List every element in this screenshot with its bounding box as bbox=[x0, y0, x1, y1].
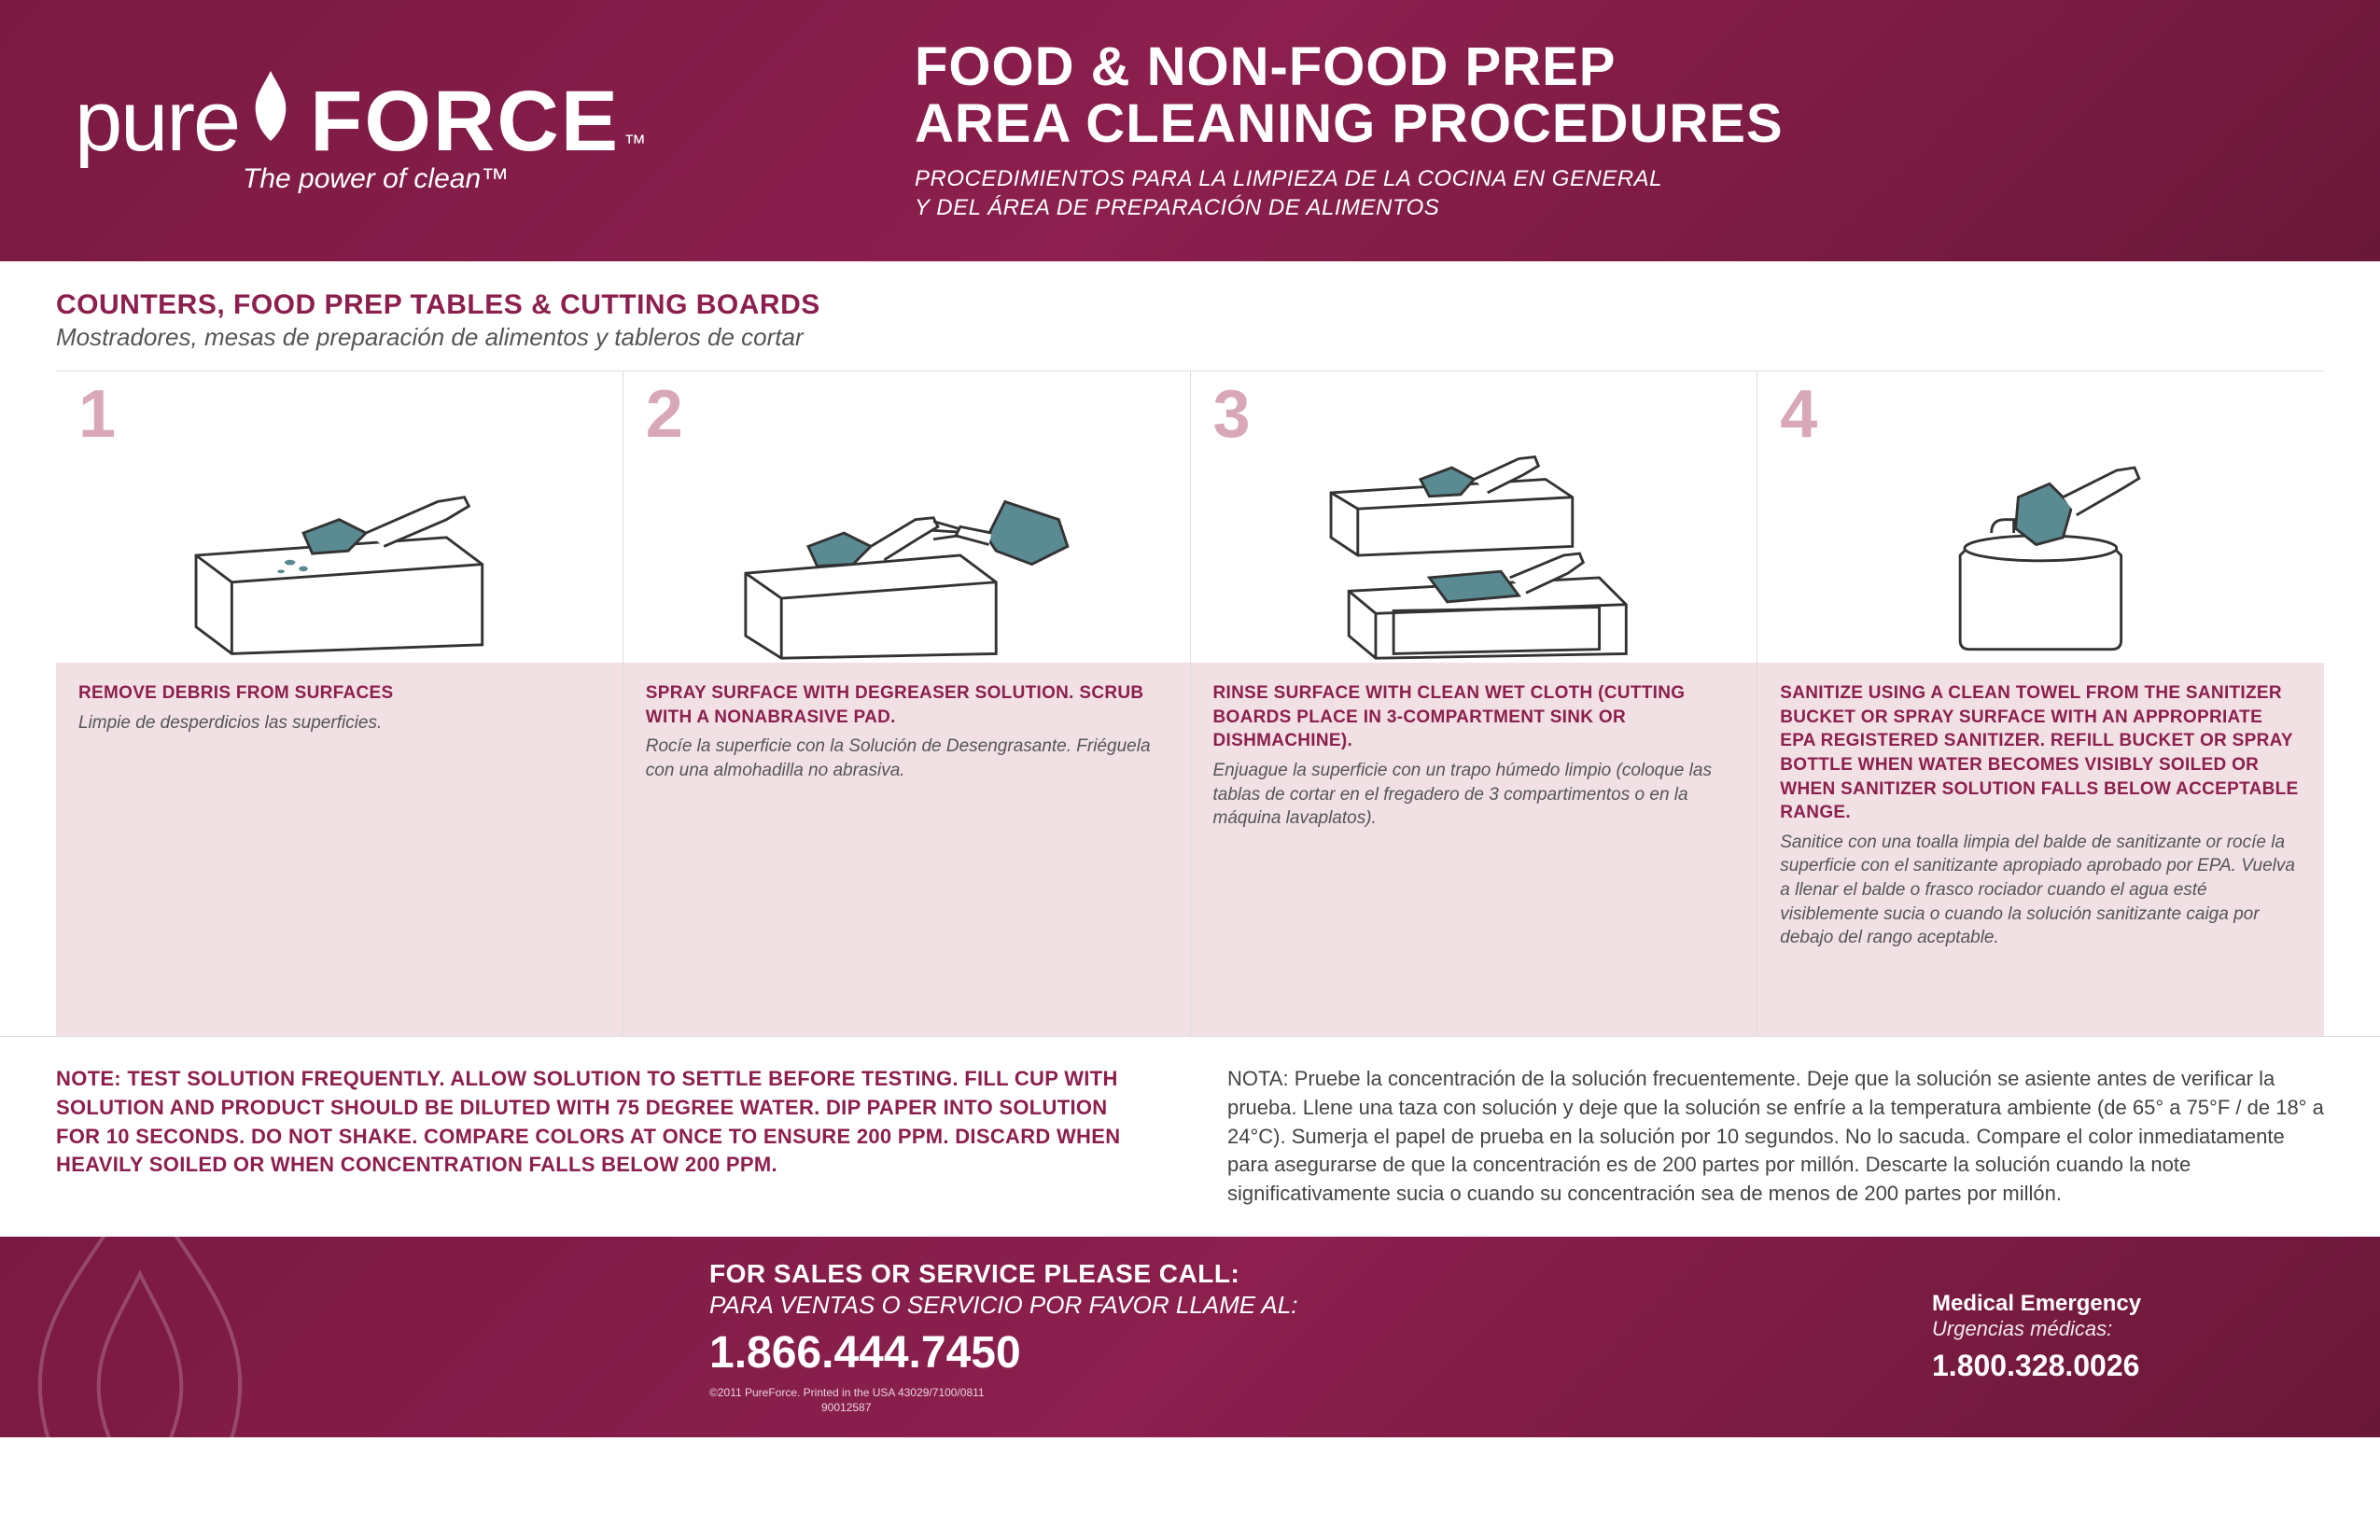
step-4: 4 SANITIZE USING A CLEAN TOWEL FROM THE … bbox=[1757, 371, 2324, 1036]
note-text-en: NOTE: TEST SOLUTION FREQUENTLY. ALLOW SO… bbox=[56, 1065, 1153, 1209]
footer-call-en: FOR SALES OR SERVICE PLEASE CALL: bbox=[709, 1259, 1932, 1289]
footer-call-es: PARA VENTAS O SERVICIO POR FAVOR LLAME A… bbox=[709, 1291, 1932, 1320]
step-4-illustration bbox=[1757, 448, 2324, 663]
header-banner: pure FORCE ™ The power of clean™ FOOD & … bbox=[0, 0, 2380, 261]
medical-emergency-phone: 1.800.328.0026 bbox=[1932, 1349, 2305, 1383]
step-3: 3 bbox=[1191, 371, 1758, 1036]
step-2-text-es: Rocíe la superficie con la Solución de D… bbox=[646, 735, 1168, 782]
logo-text-pure: pure bbox=[75, 73, 239, 171]
step-1-text: REMOVE DEBRIS FROM SURFACES Limpie de de… bbox=[56, 663, 623, 1036]
step-1-text-en: REMOVE DEBRIS FROM SURFACES bbox=[78, 681, 600, 706]
step-2-number: 2 bbox=[623, 371, 1190, 448]
main-subtitle-line2: Y DEL ÁREA DE PREPARACIÓN DE ALIMENTOS bbox=[915, 193, 2305, 222]
trademark-symbol: ™ bbox=[623, 131, 646, 157]
step-2-text: SPRAY SURFACE WITH DEGREASER SOLUTION. S… bbox=[623, 663, 1190, 1036]
logo-block: pure FORCE ™ The power of clean™ bbox=[75, 66, 915, 195]
step-1-text-es: Limpie de desperdicios las superficies. bbox=[78, 711, 600, 735]
title-block: FOOD & NON-FOOD PREP AREA CLEANING PROCE… bbox=[915, 39, 2305, 222]
step-1-illustration bbox=[56, 448, 623, 663]
step-3-illustration bbox=[1191, 448, 1757, 663]
logo-text-force: FORCE bbox=[310, 73, 620, 171]
step-4-text: SANITIZE USING A CLEAN TOWEL FROM THE SA… bbox=[1757, 663, 2324, 1036]
footer-flame-icon bbox=[0, 1237, 336, 1437]
step-3-text: RINSE SURFACE WITH CLEAN WET CLOTH (CUTT… bbox=[1191, 663, 1757, 1036]
footer-phone: 1.866.444.7450 bbox=[709, 1327, 1932, 1379]
section-subtitle: Mostradores, mesas de preparación de ali… bbox=[56, 323, 2324, 352]
step-3-number: 3 bbox=[1191, 371, 1757, 448]
step-1: 1 REMOVE DEBRIS FROM SURFACES bbox=[56, 371, 623, 1036]
step-1-number: 1 bbox=[56, 371, 623, 448]
medical-emergency-es: Urgencias médicas: bbox=[1932, 1317, 2305, 1341]
main-subtitle-line1: PROCEDIMIENTOS PARA LA LIMPIEZA DE LA CO… bbox=[915, 164, 2305, 193]
step-4-text-es: Sanitice con una toalla limpia del balde… bbox=[1780, 831, 2302, 950]
flame-icon bbox=[243, 66, 299, 150]
step-4-text-en: SANITIZE USING A CLEAN TOWEL FROM THE SA… bbox=[1780, 681, 2302, 825]
main-title-line1: FOOD & NON-FOOD PREP bbox=[915, 39, 2305, 96]
step-3-text-es: Enjuague la superficie con un trapo húme… bbox=[1213, 759, 1735, 831]
step-2-text-en: SPRAY SURFACE WITH DEGREASER SOLUTION. S… bbox=[646, 681, 1168, 729]
footer-fineprint-1: ©2011 PureForce. Printed in the USA 4302… bbox=[709, 1386, 1932, 1399]
footer-center: FOR SALES OR SERVICE PLEASE CALL: PARA V… bbox=[709, 1259, 1932, 1414]
main-title-line2: AREA CLEANING PROCEDURES bbox=[915, 96, 2305, 153]
medical-emergency-en: Medical Emergency bbox=[1932, 1291, 2305, 1317]
steps-row: 1 REMOVE DEBRIS FROM SURFACES bbox=[56, 371, 2324, 1036]
footer-fineprint-2: 90012587 bbox=[821, 1401, 1932, 1414]
note-text-es: NOTA: Pruebe la concentración de la solu… bbox=[1227, 1065, 2324, 1209]
body-section: COUNTERS, FOOD PREP TABLES & CUTTING BOA… bbox=[0, 261, 2380, 1036]
footer-banner: FOR SALES OR SERVICE PLEASE CALL: PARA V… bbox=[0, 1237, 2380, 1437]
footer-right: Medical Emergency Urgencias médicas: 1.8… bbox=[1932, 1291, 2305, 1383]
note-row: NOTE: TEST SOLUTION FREQUENTLY. ALLOW SO… bbox=[0, 1036, 2380, 1237]
section-title: COUNTERS, FOOD PREP TABLES & CUTTING BOA… bbox=[56, 289, 2324, 321]
step-3-text-en: RINSE SURFACE WITH CLEAN WET CLOTH (CUTT… bbox=[1213, 681, 1735, 753]
step-4-number: 4 bbox=[1757, 371, 2324, 448]
step-2: 2 bbox=[623, 371, 1191, 1036]
step-2-illustration bbox=[623, 448, 1190, 663]
